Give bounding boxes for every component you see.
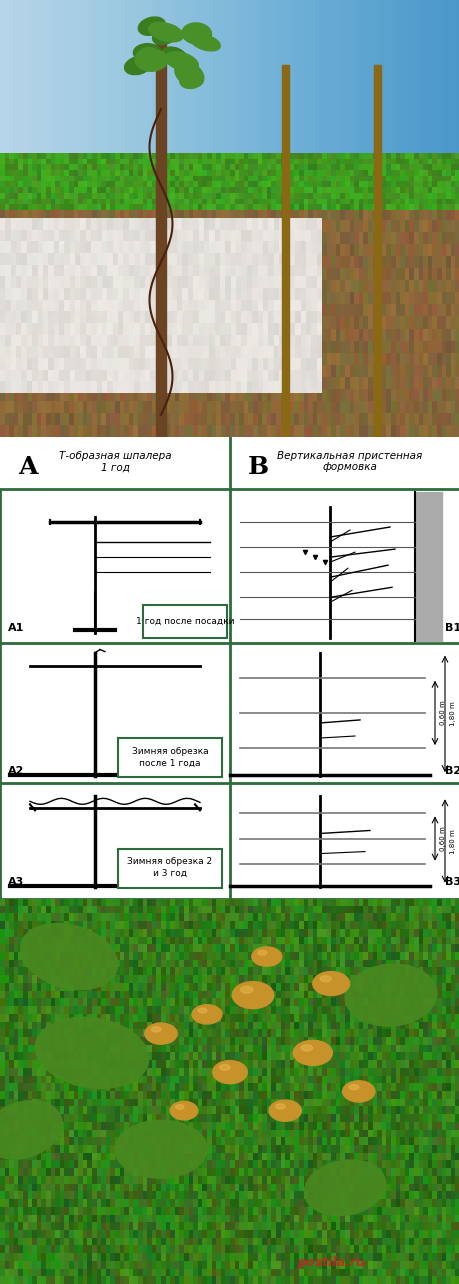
- Ellipse shape: [120, 63, 146, 83]
- Ellipse shape: [348, 1085, 358, 1090]
- Ellipse shape: [151, 1027, 161, 1032]
- Text: Т-образная шпалера
1 год: Т-образная шпалера 1 год: [59, 451, 171, 473]
- Text: 1,80 m: 1,80 m: [449, 701, 455, 727]
- Ellipse shape: [124, 67, 153, 89]
- FancyBboxPatch shape: [118, 849, 222, 887]
- Ellipse shape: [170, 1102, 197, 1120]
- Ellipse shape: [145, 1023, 177, 1044]
- Ellipse shape: [115, 1120, 207, 1179]
- Ellipse shape: [120, 46, 148, 67]
- Text: Зимняя обрезка
после 1 года: Зимняя обрезка после 1 года: [131, 747, 208, 768]
- Ellipse shape: [312, 972, 349, 995]
- Ellipse shape: [37, 1016, 147, 1090]
- Ellipse shape: [275, 1104, 285, 1109]
- Bar: [414, 492, 417, 641]
- Ellipse shape: [139, 17, 164, 36]
- Ellipse shape: [175, 1104, 184, 1109]
- Text: Вертикальная пристенная
формовка: Вертикальная пристенная формовка: [277, 451, 422, 473]
- Ellipse shape: [232, 981, 273, 1009]
- Ellipse shape: [269, 1100, 301, 1121]
- Text: 0,60 m: 0,60 m: [439, 701, 445, 725]
- Ellipse shape: [293, 1040, 332, 1066]
- Ellipse shape: [196, 28, 221, 44]
- Ellipse shape: [257, 950, 266, 955]
- Ellipse shape: [212, 1061, 247, 1084]
- Ellipse shape: [347, 962, 434, 1028]
- Ellipse shape: [151, 26, 179, 44]
- Bar: [373, 65, 380, 437]
- Ellipse shape: [192, 1004, 222, 1025]
- Ellipse shape: [190, 54, 221, 73]
- Ellipse shape: [240, 986, 252, 993]
- Bar: [434, 492, 437, 641]
- Bar: [426, 492, 429, 641]
- Text: B3: B3: [444, 877, 459, 887]
- Text: B: B: [247, 455, 269, 479]
- FancyBboxPatch shape: [118, 738, 222, 777]
- Ellipse shape: [219, 1064, 230, 1071]
- Text: 1,80 m: 1,80 m: [449, 829, 455, 854]
- Ellipse shape: [133, 22, 164, 48]
- Ellipse shape: [161, 48, 188, 65]
- Text: A1: A1: [8, 623, 24, 633]
- Text: 0,60 m: 0,60 m: [439, 826, 445, 851]
- Text: A: A: [18, 455, 38, 479]
- Text: B2: B2: [444, 767, 459, 777]
- Ellipse shape: [342, 1081, 374, 1102]
- Ellipse shape: [19, 924, 118, 989]
- Text: A3: A3: [8, 877, 24, 887]
- Text: A2: A2: [8, 767, 24, 777]
- Bar: [430, 492, 433, 641]
- Ellipse shape: [300, 1045, 312, 1052]
- Ellipse shape: [303, 1161, 386, 1215]
- Bar: [281, 65, 288, 437]
- Bar: [418, 492, 421, 641]
- Text: Зимняя обрезка 2
и 3 год: Зимняя обрезка 2 и 3 год: [127, 858, 212, 878]
- Text: 1 год после посадки: 1 год после посадки: [135, 616, 234, 627]
- Ellipse shape: [133, 44, 161, 62]
- Text: postila.ru: postila.ru: [297, 1256, 364, 1269]
- FancyBboxPatch shape: [143, 605, 226, 638]
- Bar: [438, 492, 441, 641]
- Bar: [422, 492, 425, 641]
- Ellipse shape: [160, 69, 185, 89]
- Ellipse shape: [252, 948, 281, 966]
- Bar: [156, 44, 165, 437]
- Ellipse shape: [198, 1008, 207, 1013]
- Ellipse shape: [124, 56, 151, 74]
- Text: B1: B1: [444, 623, 459, 633]
- Ellipse shape: [186, 76, 217, 92]
- Ellipse shape: [0, 1100, 61, 1159]
- Bar: [0, 437, 459, 489]
- Bar: [157, 65, 164, 437]
- Ellipse shape: [319, 976, 330, 982]
